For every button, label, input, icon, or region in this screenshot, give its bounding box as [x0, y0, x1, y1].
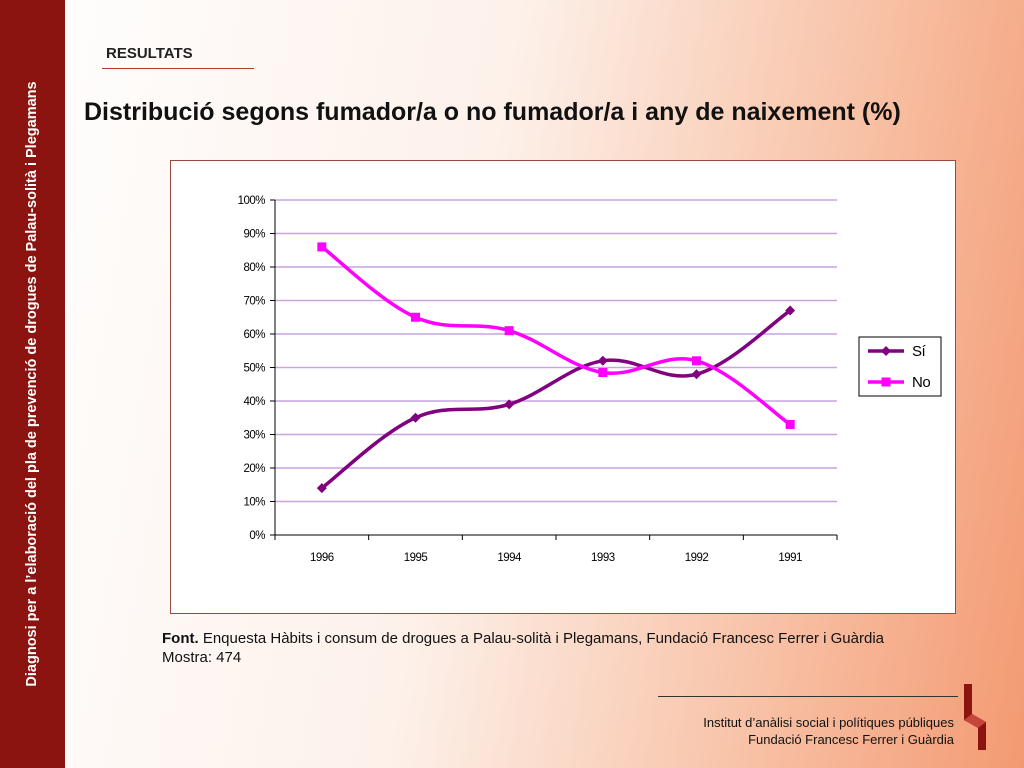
y-tick-label: 0%: [249, 530, 265, 542]
series-line-si: [320, 309, 792, 490]
point-marker-si: [504, 399, 515, 410]
legend-marker-si: [881, 346, 891, 356]
point-marker-no: [317, 242, 327, 252]
y-tick-label: 50%: [243, 363, 265, 375]
x-tick-label: 1996: [310, 552, 334, 564]
legend-label: No: [912, 374, 930, 391]
y-tick-label: 90%: [243, 229, 265, 241]
slide-title: Distribució segons fumador/a o no fumado…: [84, 98, 901, 126]
source-note: Font. Enquesta Hàbits i consum de drogue…: [162, 629, 884, 667]
x-tick-label: 1995: [404, 552, 428, 564]
footer-institute: Institut d’anàlisi social i polítiques p…: [703, 715, 954, 730]
point-marker-no: [598, 368, 608, 378]
x-tick-label: 1993: [591, 552, 615, 564]
series-line-no: [320, 245, 792, 426]
legend-label: Sí: [912, 343, 927, 360]
footer-credits: Institut d’anàlisi social i polítiques p…: [703, 714, 954, 748]
point-marker-no: [785, 419, 795, 429]
source-text: Enquesta Hàbits i consum de drogues a Pa…: [198, 630, 884, 647]
line-chart: 0% 10% 20% 30% 40% 50% 60% 70% 80% 90% 100% 1996 199…: [238, 195, 942, 564]
y-tick-label: 60%: [243, 329, 265, 341]
point-marker-si: [316, 483, 327, 494]
point-marker-si: [597, 355, 608, 366]
side-vertical-title: Diagnosi per a l’elaboració del pla de p…: [24, 81, 40, 687]
legend-marker-no: [881, 377, 891, 387]
y-tick-label: 80%: [243, 262, 265, 274]
point-marker-no: [692, 356, 701, 366]
chart-frame: 0% 10% 20% 30% 40% 50% 60% 70% 80% 90% 100% 1996 199…: [170, 160, 956, 614]
y-tick-label: 70%: [243, 296, 265, 308]
side-band: Diagnosi per a l’elaboració del pla de p…: [0, 0, 65, 768]
section-label: RESULTATS: [106, 45, 193, 62]
point-marker-si: [785, 305, 796, 316]
point-marker-si: [691, 369, 702, 380]
y-tick-label: 10%: [243, 497, 265, 509]
sample-size: Mostra: 474: [162, 649, 242, 666]
grid-layer: [275, 199, 837, 503]
point-marker-no: [504, 326, 514, 336]
footer-divider: [658, 696, 958, 697]
section-underline: [102, 68, 254, 69]
x-tick-label: 1991: [778, 552, 802, 564]
legend: Sí No: [858, 336, 942, 397]
x-tick-label: 1994: [497, 552, 522, 564]
y-tick-label: 100%: [238, 195, 266, 207]
source-label: Font.: [162, 630, 199, 647]
footer-foundation: Fundació Francesc Ferrer i Guàrdia: [748, 732, 954, 747]
legend-box: [858, 336, 942, 397]
x-tick-label: 1992: [685, 552, 709, 564]
foundation-logo-icon: [964, 684, 986, 750]
y-tick-label: 30%: [243, 430, 265, 442]
point-marker-si: [410, 412, 421, 423]
y-tick-label: 40%: [243, 396, 265, 408]
point-marker-no: [411, 312, 420, 322]
series-layer: [316, 242, 796, 494]
y-tick-label: 20%: [243, 463, 265, 475]
axis-layer: 0% 10% 20% 30% 40% 50% 60% 70% 80% 90% 100% 1996 199…: [238, 195, 838, 564]
